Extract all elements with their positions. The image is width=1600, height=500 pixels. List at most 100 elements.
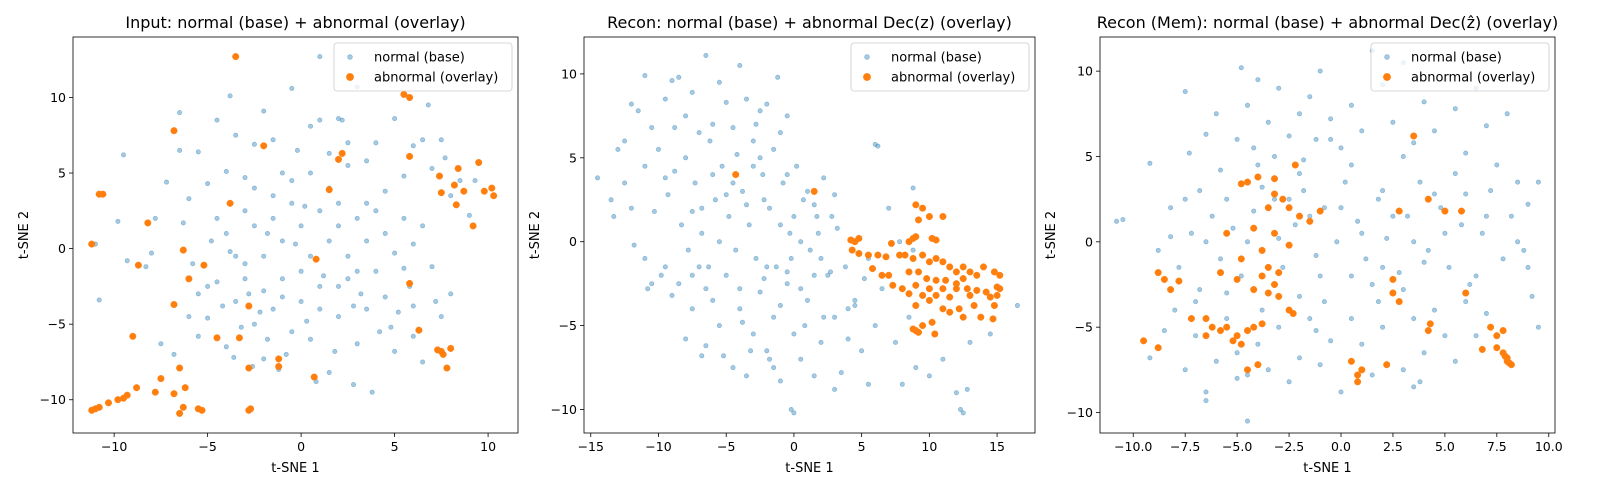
normal-point xyxy=(1359,230,1365,236)
x-tick-label: −10 xyxy=(645,439,671,454)
normal-point xyxy=(733,247,739,253)
abnormal-point xyxy=(325,186,333,194)
abnormal-point xyxy=(1389,289,1397,297)
abnormal-point xyxy=(1258,272,1266,280)
abnormal-point xyxy=(1347,357,1355,365)
normal-point xyxy=(716,323,722,329)
y-tick-label: −5 xyxy=(1075,320,1093,335)
abnormal-point xyxy=(275,363,283,371)
normal-point xyxy=(622,138,628,144)
abnormal-point xyxy=(959,313,967,321)
normal-point xyxy=(410,241,416,247)
normal-point xyxy=(1238,65,1244,71)
normal-point xyxy=(304,318,310,324)
normal-point xyxy=(261,108,267,114)
normal-point xyxy=(410,333,416,339)
abnormal-point xyxy=(312,255,320,263)
panel-title: Recon: normal (base) + abnormal Dec(z) (… xyxy=(607,13,1012,32)
abnormal-point xyxy=(855,249,863,257)
normal-point xyxy=(1182,196,1188,202)
abnormal-point xyxy=(1223,323,1231,331)
abnormal-point xyxy=(1354,371,1362,379)
normal-series xyxy=(1114,48,1541,424)
normal-point xyxy=(696,264,702,270)
abnormal-point xyxy=(260,142,268,150)
abnormal-point xyxy=(488,184,496,192)
normal-point xyxy=(1259,307,1265,313)
abnormal-point xyxy=(144,219,152,227)
legend-marker-abnormal xyxy=(863,73,871,81)
x-axis-label: t-SNE 1 xyxy=(785,461,833,476)
normal-point xyxy=(292,241,298,247)
normal-point xyxy=(906,314,912,320)
normal-point xyxy=(777,302,783,308)
normal-point xyxy=(1272,196,1278,202)
normal-point xyxy=(317,283,323,289)
normal-point xyxy=(1369,372,1375,378)
normal-point xyxy=(1411,239,1417,245)
normal-point xyxy=(800,197,806,203)
normal-point xyxy=(771,365,777,371)
abnormal-point xyxy=(1270,175,1278,183)
y-axis-label: t-SNE 2 xyxy=(17,211,32,259)
normal-point xyxy=(231,354,237,360)
abnormal-point xyxy=(1493,332,1501,340)
normal-point xyxy=(298,223,304,229)
abnormal-point xyxy=(909,234,917,242)
normal-point xyxy=(1400,154,1406,160)
normal-point xyxy=(388,324,394,330)
normal-point xyxy=(1411,384,1417,390)
normal-point xyxy=(940,356,946,362)
normal-point xyxy=(764,264,770,270)
normal-point xyxy=(1317,362,1323,368)
normal-point xyxy=(1276,235,1282,241)
abnormal-point xyxy=(447,344,455,352)
normal-point xyxy=(821,314,827,320)
scatter-panel-1: Input: normal (base) + abnormal (overlay… xyxy=(17,13,519,476)
normal-point xyxy=(205,283,211,289)
normal-point xyxy=(794,163,800,169)
normal-point xyxy=(1203,131,1209,137)
abnormal-point xyxy=(1175,277,1183,285)
normal-point xyxy=(771,314,777,320)
normal-point xyxy=(766,356,772,362)
normal-point xyxy=(750,331,756,337)
normal-point xyxy=(1265,367,1271,373)
normal-point xyxy=(317,208,323,214)
normal-point xyxy=(692,180,698,186)
normal-point xyxy=(171,351,177,357)
x-tick-label: 5.0 xyxy=(1435,439,1455,454)
panel-title: Input: normal (base) + abnormal (overlay… xyxy=(125,13,465,32)
abnormal-point xyxy=(1237,180,1245,188)
abnormal-point xyxy=(406,93,414,101)
normal-point xyxy=(251,321,257,327)
normal-point xyxy=(678,222,684,228)
normal-point xyxy=(804,188,810,194)
normal-point xyxy=(472,178,478,184)
normal-point xyxy=(326,238,332,244)
normal-point xyxy=(279,294,285,300)
normal-point xyxy=(798,286,804,292)
normal-point xyxy=(784,113,790,119)
normal-point xyxy=(220,303,226,309)
abnormal-point xyxy=(952,268,960,276)
normal-point xyxy=(364,238,370,244)
normal-point xyxy=(195,333,201,339)
normal-point xyxy=(899,381,905,387)
normal-point xyxy=(158,341,164,347)
abnormal-point xyxy=(939,285,947,293)
normal-point xyxy=(1230,225,1236,231)
abnormal-point xyxy=(928,318,936,326)
normal-point xyxy=(750,138,756,144)
normal-point xyxy=(1280,264,1286,270)
abnormal-point xyxy=(310,373,318,381)
normal-point xyxy=(369,389,375,395)
normal-point xyxy=(283,351,289,357)
normal-point xyxy=(180,220,186,226)
normal-point xyxy=(214,117,220,123)
abnormal-point xyxy=(1254,173,1262,181)
abnormal-point xyxy=(959,275,967,283)
normal-point xyxy=(294,147,300,153)
normal-point xyxy=(364,200,370,206)
normal-point xyxy=(448,291,454,297)
